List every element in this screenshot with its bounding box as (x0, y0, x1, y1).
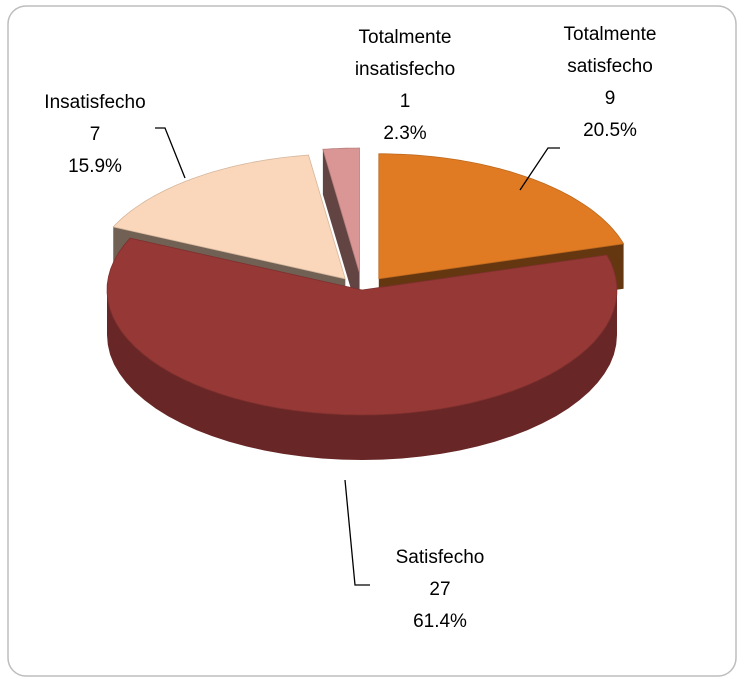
category-label: Satisfecho (395, 547, 485, 568)
slice-tops (106, 147, 625, 416)
category-label: Totalmente satisfecho (563, 24, 657, 77)
count-label: 1 (399, 91, 411, 112)
data-label: Totalmente satisfecho 9 20.5% (535, 19, 685, 147)
slice-side (107, 290, 617, 460)
data-label: Insatisfecho 7 15.9% (15, 87, 175, 183)
data-label: Totalmente insatisfecho 1 2.3% (330, 22, 480, 150)
category-label: Insatisfecho (44, 92, 146, 113)
category-label: Totalmente insatisfecho (354, 27, 456, 80)
slice (106, 237, 618, 416)
slice (322, 147, 360, 274)
percent-label: 20.5% (583, 120, 637, 141)
percent-label: 61.4% (413, 611, 467, 632)
percent-label: 2.3% (383, 123, 427, 144)
slice-cut (322, 149, 360, 319)
slice (112, 154, 346, 280)
count-label: 27 (429, 579, 451, 600)
count-label: 7 (89, 124, 101, 145)
leader-line (344, 479, 370, 586)
data-label: Satisfecho 27 61.4% (360, 542, 520, 638)
slice (378, 153, 625, 280)
count-label: 9 (604, 88, 616, 109)
percent-label: 15.9% (68, 156, 122, 177)
leader-line (155, 127, 186, 179)
leader-line (519, 147, 560, 191)
